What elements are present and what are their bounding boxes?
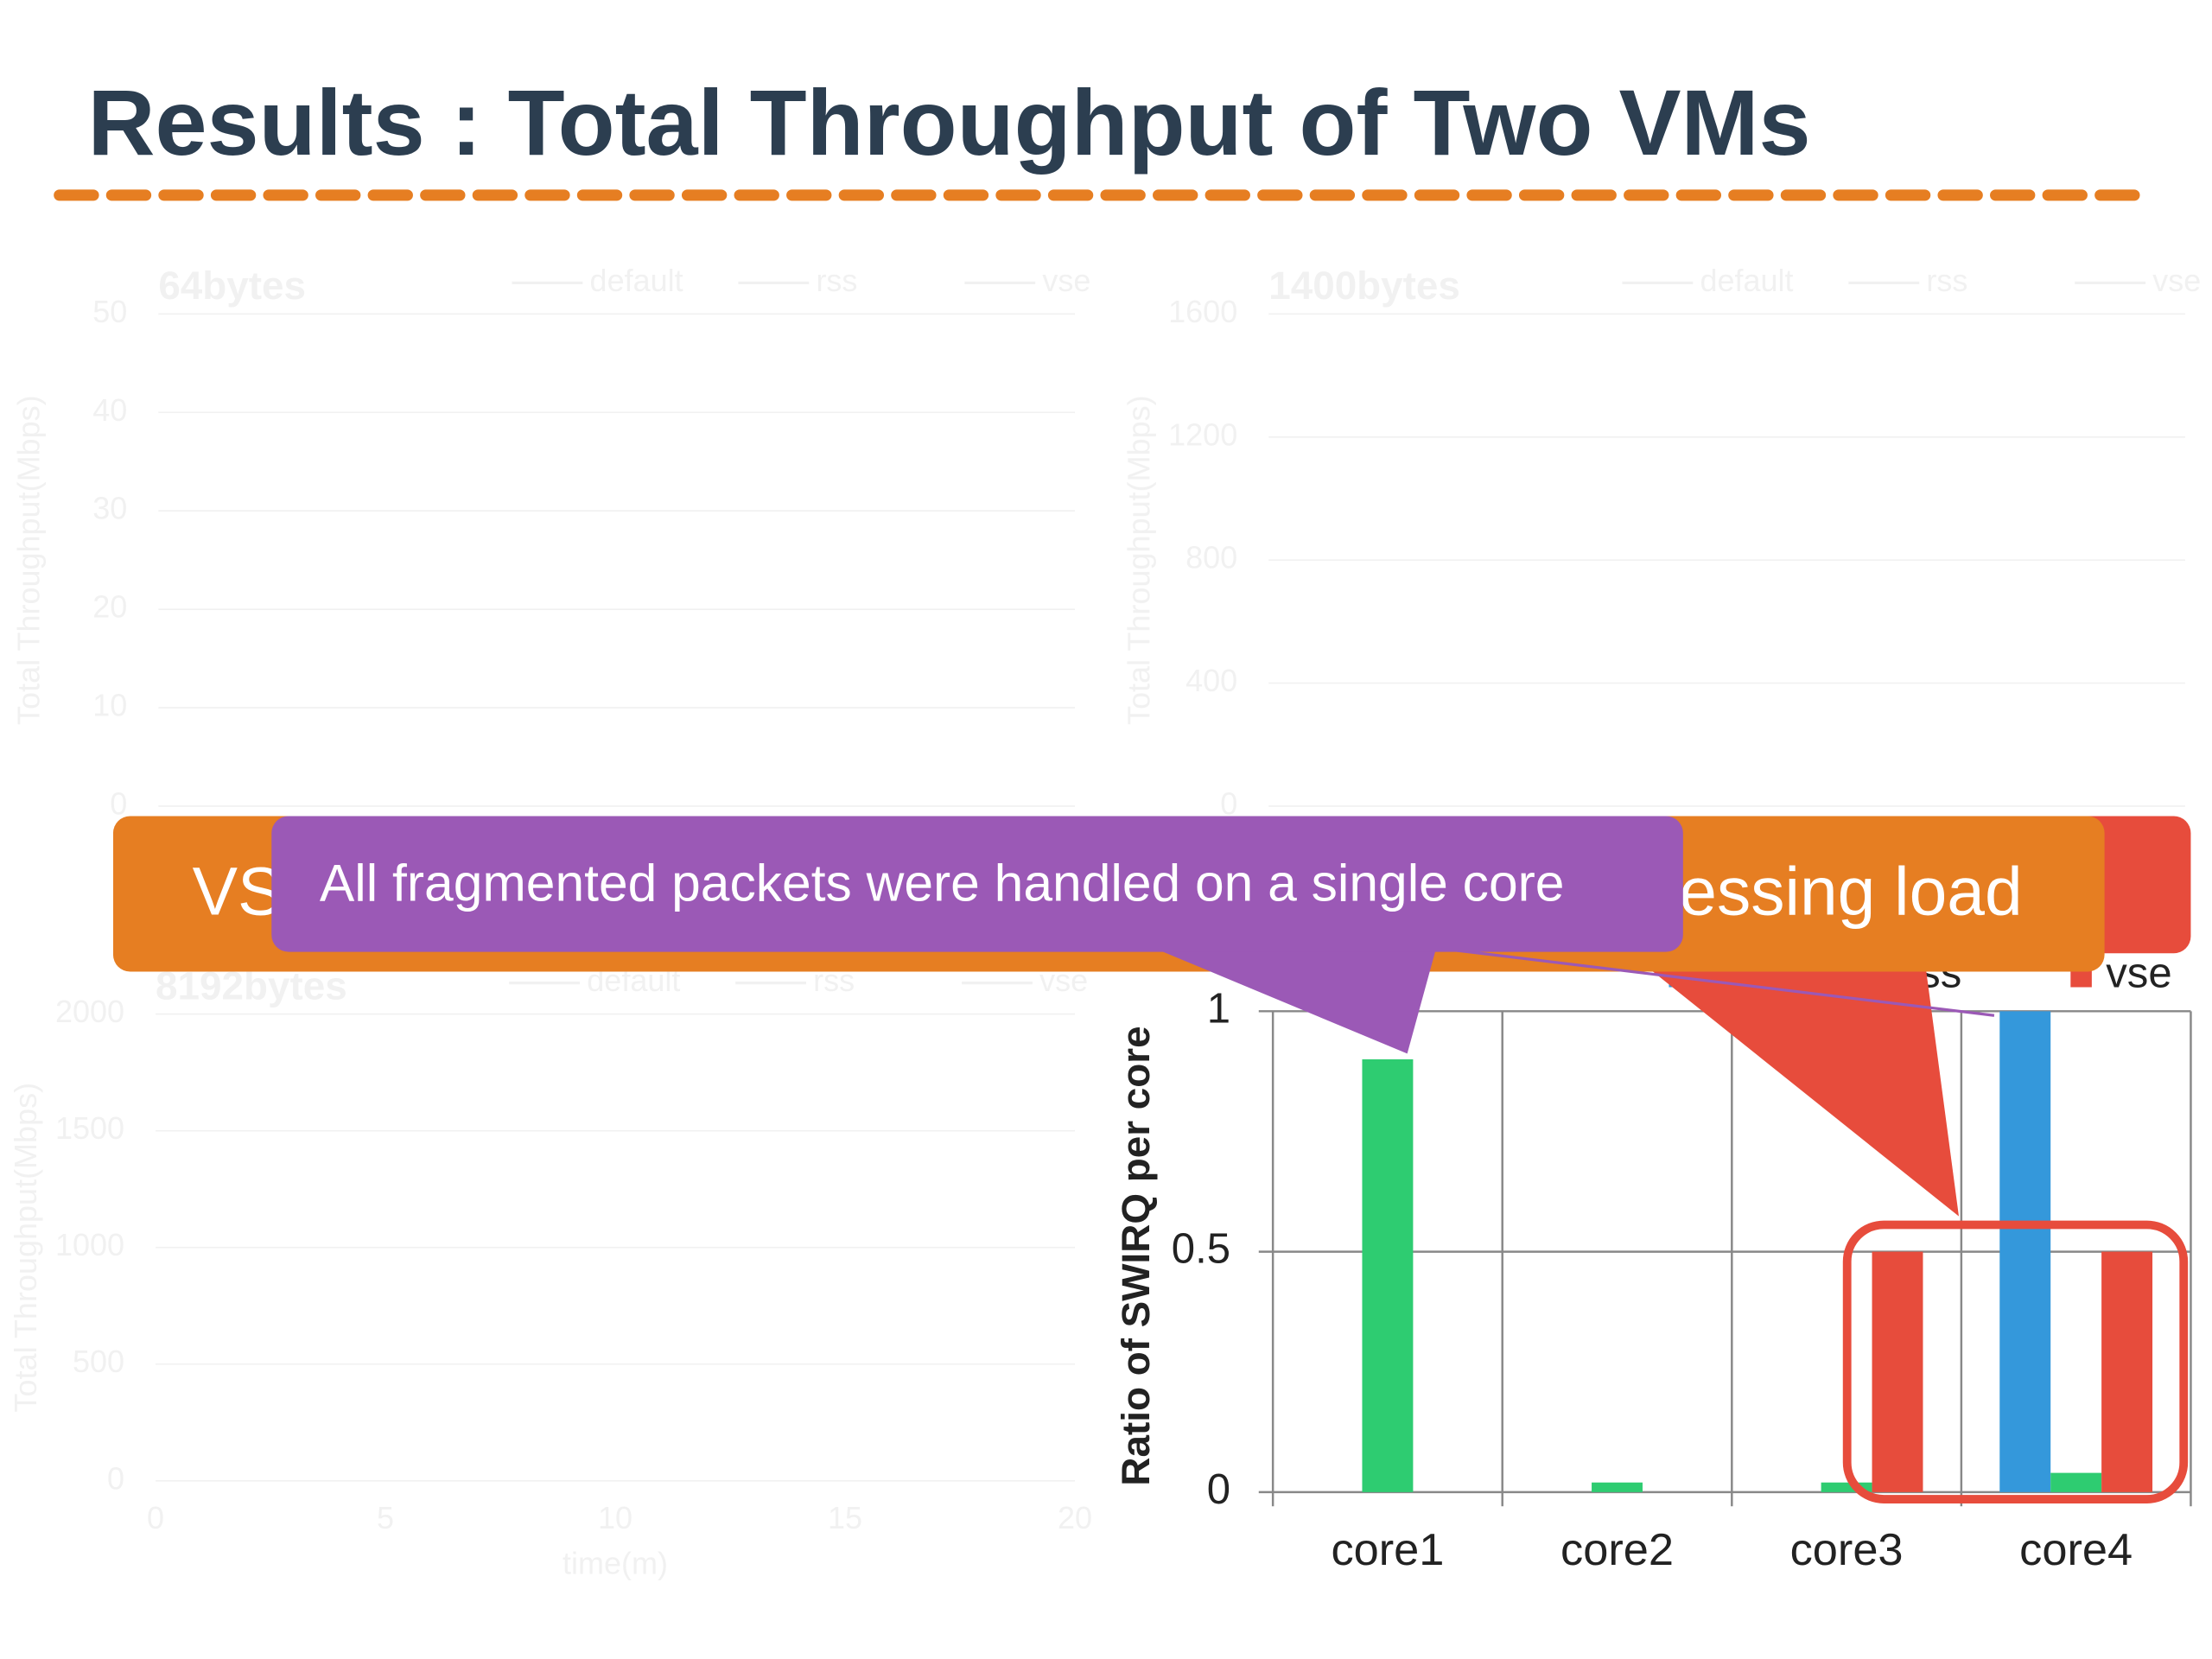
panel-legend-label: default (590, 263, 683, 298)
x-tick-label: core1 (1331, 1525, 1444, 1575)
panel-x-tick-label: 5 (377, 1500, 394, 1535)
panel-y-tick-label: 500 (73, 1344, 124, 1379)
bar (1872, 1251, 1923, 1492)
panel-y-tick-label: 0 (110, 786, 127, 822)
panel-y-tick-label: 20 (92, 589, 127, 625)
panel-y-tick-label: 1600 (1168, 294, 1237, 329)
bar (1999, 1011, 2051, 1492)
panel-legend-label: rss (816, 263, 857, 298)
callout-line (1456, 949, 1995, 1017)
x-tick-label: core4 (2019, 1525, 2133, 1575)
x-tick-label: core3 (1790, 1525, 1904, 1575)
panel-x-tick-label: 20 (1058, 1500, 1092, 1535)
panel-y-label: Total Throughput(Mbps) (1121, 395, 1156, 725)
banner-text-right: essing load (1679, 853, 2022, 929)
panel-y-tick-label: 0 (107, 1460, 124, 1496)
panel-y-label: Total Throughput(Mbps) (11, 395, 47, 725)
panel-title: 64bytes (158, 264, 306, 308)
panel-y-tick-label: 800 (1185, 540, 1237, 575)
panel-title: 1400bytes (1268, 264, 1460, 308)
panel-y-tick-label: 30 (92, 491, 127, 526)
bar (1362, 1058, 1414, 1492)
panel-legend-label: vse (1042, 263, 1090, 298)
panel-legend-label: vse (2152, 263, 2201, 298)
panel-y-tick-label: 0 (1220, 786, 1237, 822)
panel-legend-label: rss (1926, 263, 1967, 298)
panel-x-tick-label: 0 (147, 1500, 164, 1535)
panel-x-tick-label: 15 (828, 1500, 862, 1535)
panel-y-tick-label: 1000 (55, 1227, 124, 1262)
highlight-box (1842, 1220, 2189, 1503)
panel-x-label: time(m) (563, 1545, 668, 1580)
panel-y-tick-label: 2000 (55, 994, 124, 1029)
bar (1592, 1482, 1643, 1492)
callout-box (271, 816, 1683, 952)
bar (1821, 1482, 1872, 1492)
panel-x-tick-label: 10 (598, 1500, 632, 1535)
legend-label: vse (2106, 950, 2171, 996)
bar (2101, 1251, 2153, 1492)
y-axis-label: Ratio of SWIRQ per core (1114, 1026, 1158, 1485)
panel-y-tick-label: 1500 (55, 1110, 124, 1146)
slide-title: Results : Total Throughput of Two VMs (87, 70, 1810, 175)
panel-legend-label: default (1700, 263, 1793, 298)
panel-y-tick-label: 50 (92, 294, 127, 329)
panel-y-tick-label: 10 (92, 688, 127, 723)
y-tick-label: 1 (1207, 985, 1230, 1032)
panel-y-tick-label: 400 (1185, 663, 1237, 698)
y-tick-label: 0 (1207, 1466, 1230, 1513)
bar-chart: 0 0.5 1 Ratio of SWIRQ per core core1 core2 co… (1114, 950, 2192, 1575)
x-tick-label: core2 (1560, 1525, 1674, 1575)
banner-text-left: VS (193, 853, 283, 929)
y-tick-label: 0.5 (1172, 1226, 1230, 1273)
panel-y-tick-label: 40 (92, 392, 127, 428)
callout-pointer (1160, 950, 1436, 1054)
callout-text: All fragmented packets were handled on a… (320, 853, 1565, 912)
panel-y-tick-label: 1200 (1168, 416, 1237, 452)
panel-y-label: Total Throughput(Mbps) (8, 1083, 43, 1413)
bar (2050, 1472, 2102, 1492)
overlays: VS essing load All fragmented packets we… (112, 816, 2191, 1503)
